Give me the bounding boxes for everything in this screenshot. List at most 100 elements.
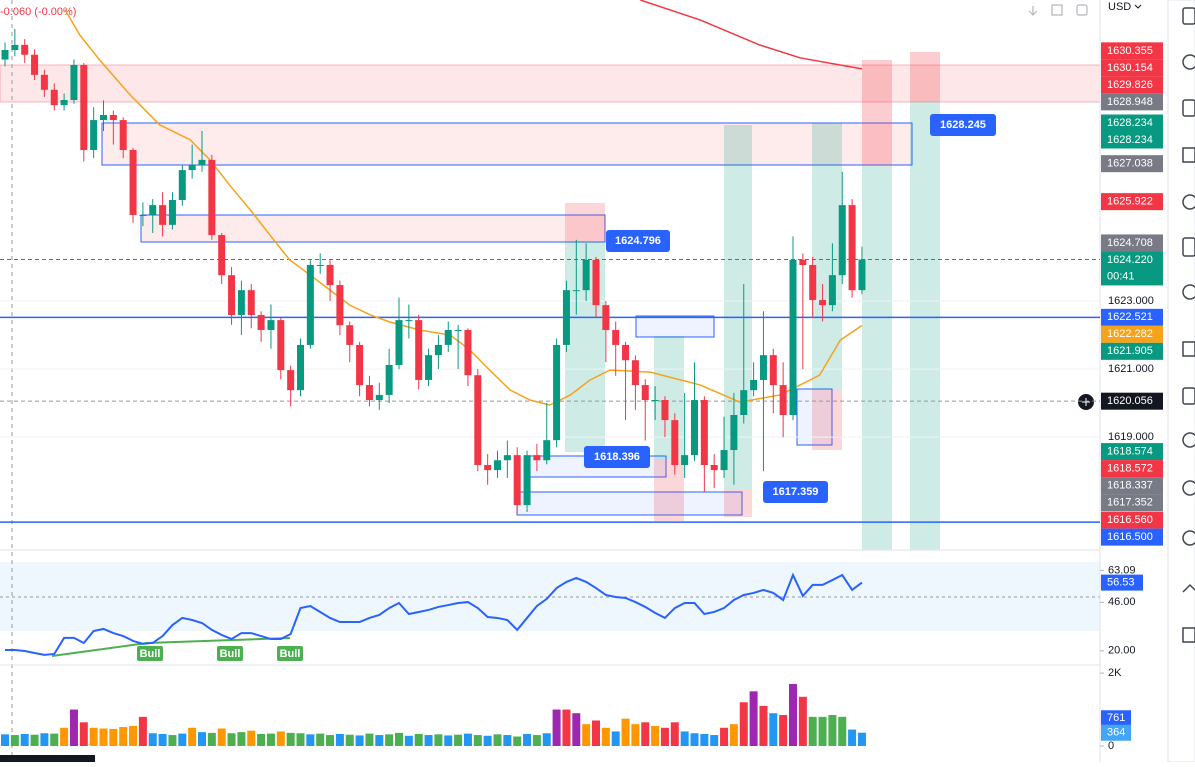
price-change: -0.060 (-0.00%) (0, 6, 76, 18)
volume-bar (749, 691, 758, 746)
candle-body (828, 275, 836, 306)
icon[interactable] (1182, 194, 1195, 210)
candle-body (188, 164, 196, 171)
icon[interactable] (1182, 7, 1195, 25)
candle-body (218, 235, 226, 276)
volume-bar (552, 709, 561, 746)
icon[interactable] (1051, 4, 1063, 16)
volume-bar (523, 733, 532, 746)
candle-body (848, 205, 856, 291)
price-badge-bg (1101, 131, 1163, 149)
price-badge-label: 1629.826 (1107, 79, 1153, 91)
icon[interactable] (1182, 99, 1195, 117)
volume-bar (493, 734, 502, 746)
volume-bar (60, 727, 69, 746)
y-tick-label: 1619.000 (1108, 431, 1154, 443)
moving-average (64, 9, 863, 406)
icon[interactable] (1182, 147, 1195, 163)
price-badge-label: 1630.355 (1107, 45, 1153, 57)
candle-body (454, 329, 462, 331)
target-zone (654, 336, 684, 460)
volume-bar (808, 716, 817, 746)
candle-body (720, 450, 728, 471)
candle-body (247, 290, 255, 315)
icon[interactable] (1182, 54, 1195, 70)
annotation-badge (763, 481, 828, 503)
price-badge: 1624.708 (1101, 234, 1163, 252)
price-badge: 1630.355 (1101, 42, 1163, 60)
price-badge-bg (1101, 93, 1163, 111)
volume-bar (769, 713, 778, 746)
candle-body (858, 259, 866, 291)
candle-body (405, 320, 413, 322)
price-badge: 1616.500 (1101, 528, 1163, 546)
icon[interactable] (1182, 480, 1195, 496)
price-badge: 1629.826 (1101, 76, 1163, 94)
icon[interactable] (1182, 387, 1195, 405)
volume-bar (345, 734, 354, 746)
annotation-badge (606, 230, 670, 252)
volume-bar (237, 732, 246, 746)
volume-bar (700, 733, 709, 746)
icon[interactable] (1182, 432, 1195, 448)
price-badge-bg (1101, 114, 1163, 132)
candle-body (297, 344, 304, 391)
currency-chevron[interactable] (1134, 4, 1142, 9)
candle-body (651, 400, 659, 402)
annotation-label: 1628.245 (940, 119, 986, 131)
volume-bar (365, 733, 374, 746)
candle-body (336, 285, 344, 326)
candle-body (149, 205, 157, 215)
icon[interactable] (1182, 583, 1195, 593)
volume-bar (463, 733, 472, 746)
candle-body (631, 360, 639, 386)
volume-bar (513, 736, 522, 746)
candle-body (602, 305, 610, 330)
candle-body (612, 329, 620, 345)
candle-body (543, 440, 551, 461)
icon[interactable] (1182, 284, 1195, 300)
price-badge-bg (1101, 325, 1163, 343)
icon[interactable] (1076, 4, 1088, 16)
target-zone (910, 102, 940, 550)
volume-bar (326, 735, 335, 746)
price-badge-bg (1101, 59, 1163, 77)
candle-body (228, 275, 236, 315)
order-block (635, 315, 715, 338)
stop-zone (565, 203, 605, 242)
candle-body (31, 54, 39, 75)
candle-body (395, 320, 403, 365)
y-tick-label: 20.00 (1108, 645, 1136, 657)
volume-bar (483, 735, 492, 746)
candle-body (434, 344, 442, 356)
price-badge-bg (1101, 342, 1163, 360)
candle-body (444, 329, 452, 345)
price-badge: 1627.038 (1101, 155, 1163, 173)
currency[interactable]: USD (1108, 1, 1131, 13)
price-badge-label: 1621.905 (1107, 345, 1153, 357)
order-block (101, 122, 913, 166)
candle-body (415, 320, 423, 380)
price-badge-label: 1625.922 (1107, 196, 1153, 208)
icon[interactable] (1182, 341, 1195, 357)
candle-body (60, 100, 68, 106)
supply-zone (0, 64, 1101, 103)
price-badge-bg (1101, 76, 1163, 94)
volume-bar (621, 718, 630, 746)
price-badge: 1628.234 (1101, 131, 1163, 149)
candle-body (50, 89, 58, 106)
volume-bar (670, 722, 679, 746)
volume-bar (69, 709, 78, 746)
price-badge: 1628.948 (1101, 93, 1163, 111)
price-badge: 1622.521 (1101, 308, 1163, 326)
price-badge-label: 1622.521 (1107, 311, 1153, 323)
candle-body (641, 385, 649, 401)
icon[interactable] (1028, 6, 1038, 16)
toolbar (1167, 0, 1195, 763)
volume-bar (138, 716, 147, 746)
icon[interactable] (1182, 530, 1195, 546)
icon[interactable] (1182, 237, 1195, 257)
icon[interactable] (1182, 627, 1195, 643)
